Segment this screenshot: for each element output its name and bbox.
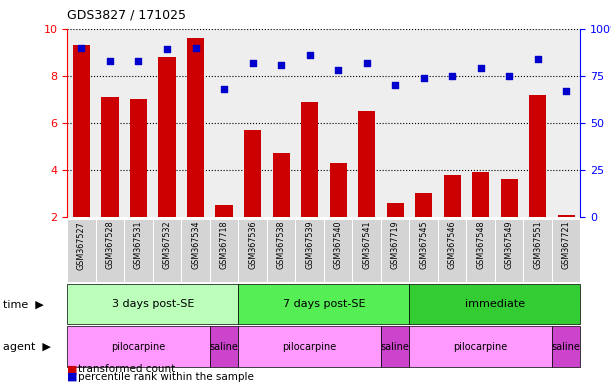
Point xyxy=(504,73,514,79)
Point xyxy=(191,45,200,51)
Point xyxy=(419,74,428,81)
Bar xyxy=(130,99,147,217)
Point xyxy=(533,56,543,62)
Point xyxy=(134,58,144,64)
Text: GSM367548: GSM367548 xyxy=(476,221,485,269)
Bar xyxy=(472,172,489,217)
Point xyxy=(447,73,457,79)
Text: GDS3827 / 171025: GDS3827 / 171025 xyxy=(67,8,186,21)
Text: GSM367532: GSM367532 xyxy=(163,221,172,270)
Text: GSM367541: GSM367541 xyxy=(362,221,371,269)
Text: 7 days post-SE: 7 days post-SE xyxy=(282,299,365,310)
Text: ■: ■ xyxy=(67,372,78,382)
Bar xyxy=(529,94,546,217)
Text: percentile rank within the sample: percentile rank within the sample xyxy=(78,372,254,382)
Text: GSM367534: GSM367534 xyxy=(191,221,200,269)
Text: ■: ■ xyxy=(67,364,78,374)
Bar xyxy=(444,175,461,217)
Text: GSM367549: GSM367549 xyxy=(505,221,514,270)
Text: saline: saline xyxy=(210,341,238,352)
Text: GSM367540: GSM367540 xyxy=(334,221,343,269)
Text: GSM367551: GSM367551 xyxy=(533,221,542,270)
Text: GSM367538: GSM367538 xyxy=(277,221,285,269)
Bar xyxy=(187,38,204,217)
Point xyxy=(476,65,486,71)
Text: saline: saline xyxy=(552,341,580,352)
Bar xyxy=(244,130,261,217)
Bar xyxy=(329,163,346,217)
Text: transformed count: transformed count xyxy=(78,364,175,374)
Text: pilocarpine: pilocarpine xyxy=(282,341,337,352)
Text: pilocarpine: pilocarpine xyxy=(111,341,166,352)
Text: GSM367546: GSM367546 xyxy=(448,221,456,269)
Text: immediate: immediate xyxy=(465,299,525,310)
Text: GSM367718: GSM367718 xyxy=(219,221,229,269)
Text: GSM367721: GSM367721 xyxy=(562,221,571,270)
Bar xyxy=(273,154,290,217)
Bar xyxy=(415,194,432,217)
Bar xyxy=(301,102,318,217)
Text: GSM367528: GSM367528 xyxy=(106,221,114,270)
Text: GSM367536: GSM367536 xyxy=(248,221,257,269)
Point xyxy=(162,46,172,53)
Bar xyxy=(358,111,375,217)
Bar xyxy=(101,97,119,217)
Text: 3 days post-SE: 3 days post-SE xyxy=(112,299,194,310)
Bar xyxy=(216,205,233,217)
Text: saline: saline xyxy=(381,341,409,352)
Bar xyxy=(387,203,404,217)
Point xyxy=(219,86,229,92)
Point xyxy=(105,58,115,64)
Text: GSM367545: GSM367545 xyxy=(419,221,428,270)
Point xyxy=(76,45,86,51)
Point xyxy=(362,60,371,66)
Text: GSM367527: GSM367527 xyxy=(77,221,86,270)
Text: agent  ▶: agent ▶ xyxy=(3,341,51,352)
Text: GSM367531: GSM367531 xyxy=(134,221,143,269)
Bar xyxy=(500,179,518,217)
Point xyxy=(276,61,286,68)
Point xyxy=(247,60,257,66)
Text: pilocarpine: pilocarpine xyxy=(453,341,508,352)
Bar xyxy=(73,45,90,217)
Point xyxy=(562,88,571,94)
Bar xyxy=(158,57,175,217)
Text: time  ▶: time ▶ xyxy=(3,299,44,310)
Bar xyxy=(558,215,575,217)
Text: GSM367719: GSM367719 xyxy=(390,221,400,270)
Point xyxy=(305,52,315,58)
Point xyxy=(390,82,400,88)
Point xyxy=(333,67,343,73)
Text: GSM367539: GSM367539 xyxy=(305,221,314,270)
